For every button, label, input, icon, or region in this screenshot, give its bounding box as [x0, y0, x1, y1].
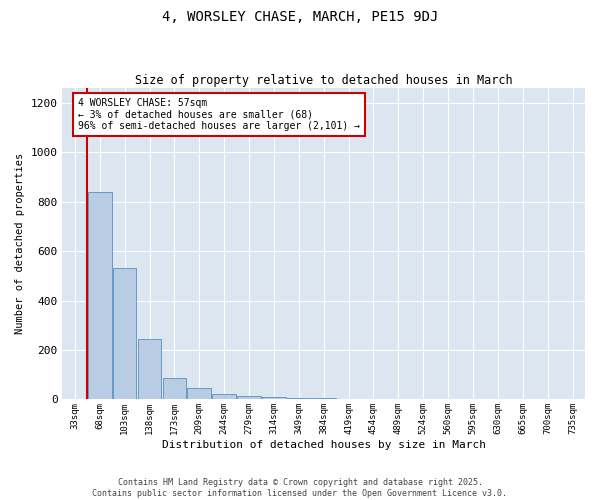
Text: Contains HM Land Registry data © Crown copyright and database right 2025.
Contai: Contains HM Land Registry data © Crown c… [92, 478, 508, 498]
Bar [237, 396, 261, 400]
Title: Size of property relative to detached houses in March: Size of property relative to detached ho… [135, 74, 512, 87]
Bar [262, 398, 286, 400]
Bar [337, 398, 361, 400]
X-axis label: Distribution of detached houses by size in March: Distribution of detached houses by size … [162, 440, 486, 450]
Text: 4, WORSLEY CHASE, MARCH, PE15 9DJ: 4, WORSLEY CHASE, MARCH, PE15 9DJ [162, 10, 438, 24]
Bar [137, 339, 161, 400]
Bar [113, 268, 136, 400]
Bar [212, 394, 236, 400]
Bar [88, 192, 112, 400]
Text: 4 WORSLEY CHASE: 57sqm
← 3% of detached houses are smaller (68)
96% of semi-deta: 4 WORSLEY CHASE: 57sqm ← 3% of detached … [78, 98, 360, 130]
Y-axis label: Number of detached properties: Number of detached properties [15, 153, 25, 334]
Bar [163, 378, 186, 400]
Bar [187, 388, 211, 400]
Bar [312, 398, 335, 400]
Bar [287, 398, 311, 400]
